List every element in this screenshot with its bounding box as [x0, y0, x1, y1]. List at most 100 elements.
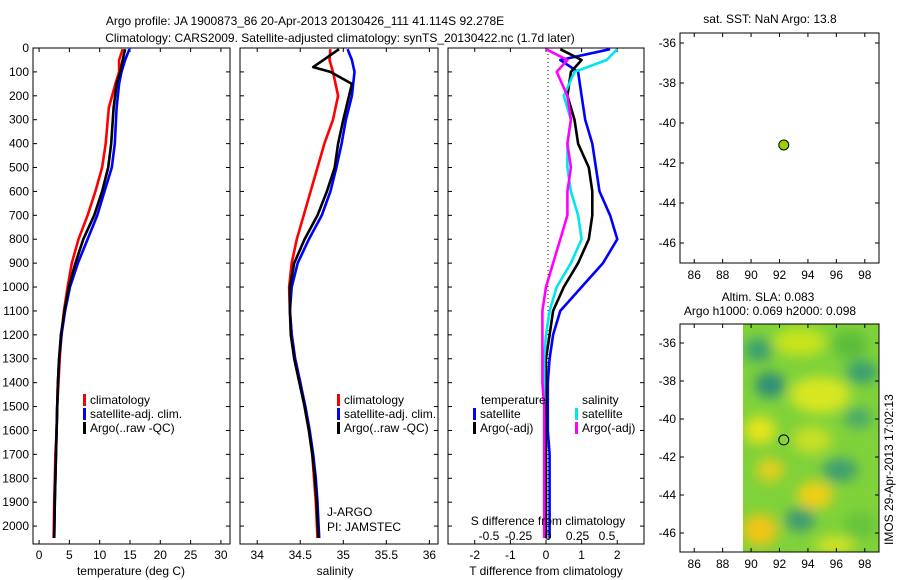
series-line-salinity-argo-adj-: [541, 48, 573, 538]
legend-header-temperature: temperature: [481, 393, 546, 407]
legend-label-temp-argo: Argo(-adj): [480, 421, 533, 435]
legend-swatch-climatology: [337, 394, 340, 406]
s-tick-label: 0.25: [566, 529, 590, 543]
temperature-x-ticks: 0 5 10 15 20 25 30: [36, 48, 228, 562]
y-tick-label: 1500: [2, 400, 29, 414]
y-tick-label: 1700: [2, 447, 29, 461]
sla-map-title-line1: Altim. SLA: 0.083: [722, 290, 815, 304]
difference-depth-ticks: [448, 47, 644, 527]
series-line-argo-raw-qc-: [288, 48, 354, 539]
x-tick-label: 2: [614, 548, 621, 562]
y-tick-label: 1800: [2, 471, 29, 485]
sst-map-panel: sat. SST: NaN Argo: 13.8 86 88 90 92 94 96 98 -…: [659, 12, 880, 282]
legend-swatch-temp-argo: [473, 422, 476, 434]
lon-tick-label: 98: [858, 557, 872, 571]
argo-position-marker: [778, 434, 790, 446]
lat-tick-label: -42: [659, 450, 677, 464]
difference-legend: temperature salinity satellite Argo(-adj…: [473, 393, 635, 435]
difference-x-ticks: -2 -1 0 1 2: [469, 48, 621, 562]
temperature-xlabel: temperature (deg C): [77, 564, 185, 578]
lon-tick-label: 94: [801, 557, 815, 571]
y-tick-label: 1900: [2, 495, 29, 509]
series-line-salinity-satellite: [542, 48, 619, 538]
sst-map-title: sat. SST: NaN Argo: 13.8: [703, 12, 837, 26]
legend-label-temp-satellite: satellite: [480, 407, 521, 421]
sla-map-title-line2: Argo h1000: 0.069 h2000: 0.098: [684, 304, 856, 318]
salinity-depth-ticks: [240, 47, 438, 527]
legend-label-sal-argo: Argo(-adj): [582, 421, 635, 435]
lat-tick-label: -42: [659, 156, 677, 170]
legend-swatch-argo: [337, 422, 340, 434]
salinity-legend: climatology satellite-adj. clim. Argo(..…: [337, 393, 436, 435]
series-line-temperature-satellite: [546, 47, 619, 538]
x-tick-label: 5: [66, 548, 73, 562]
x-tick-label: 1: [578, 548, 585, 562]
legend-label-climatology: climatology: [90, 393, 150, 407]
lat-tick-label: -46: [659, 526, 677, 540]
y-tick-label: 0: [22, 41, 29, 55]
difference-xlabel: T difference from climatology: [469, 564, 623, 578]
sla-map-panel: Altim. SLA: 0.083 Argo h1000: 0.069 h200…: [659, 290, 880, 571]
temperature-panel: 0100200300400500600700800900100011001200…: [2, 41, 231, 578]
s-tick-label: 0: [545, 529, 552, 543]
y-tick-label: 700: [9, 208, 29, 222]
lon-tick-label: 90: [744, 557, 758, 571]
lon-tick-label: 92: [773, 557, 787, 571]
y-tick-label: 800: [9, 232, 29, 246]
x-tick-label: 30: [214, 548, 228, 562]
lat-tick-label: -40: [659, 116, 677, 130]
lon-tick-label: 90: [744, 268, 758, 282]
lon-tick-label: 96: [830, 268, 844, 282]
lat-tick-label: -38: [659, 374, 677, 388]
lon-tick-label: 88: [716, 557, 730, 571]
y-tick-label: 200: [9, 89, 29, 103]
salinity-xlabel: salinity: [317, 564, 354, 578]
lon-tick-label: 94: [801, 268, 815, 282]
legend-swatch-temp-satellite: [473, 408, 476, 420]
legend-swatch-satellite: [83, 408, 86, 420]
series-line-temperature-argo-adj-: [544, 48, 594, 538]
y-tick-label: 400: [9, 137, 29, 151]
x-tick-label: -1: [505, 548, 516, 562]
pi-annotation: PI: JAMSTEC: [327, 520, 401, 534]
lat-tick-label: -40: [659, 412, 677, 426]
figure-title-line1: Argo profile: JA 1900873_86 20-Apr-2013 …: [106, 14, 504, 28]
y-tick-label: 1100: [3, 304, 29, 318]
difference-series: [541, 47, 619, 538]
temperature-series: [52, 48, 131, 539]
x-tick-label: 10: [93, 548, 107, 562]
s-tick-label: -0.25: [505, 529, 533, 543]
lon-tick-label: 86: [688, 268, 702, 282]
legend-swatch-argo: [83, 422, 86, 434]
legend-swatch-climatology: [83, 394, 86, 406]
legend-swatch-sal-argo: [575, 422, 578, 434]
legend-label-satellite: satellite-adj. clim.: [90, 407, 182, 421]
x-tick-label: 35: [337, 548, 351, 562]
y-tick-label: 300: [9, 113, 29, 127]
lat-tick-label: -44: [659, 488, 677, 502]
legend-swatch-satellite: [337, 408, 340, 420]
y-tick-label: 1200: [2, 328, 29, 342]
lon-tick-label: 88: [716, 268, 730, 282]
salinity-panel: 34 34.5 35 35.5 36 salinity climatology sate…: [239, 47, 439, 578]
lat-tick-label: -36: [659, 336, 677, 350]
y-tick-label: 1600: [2, 423, 29, 437]
s-difference-label: S difference from climatology: [471, 514, 626, 528]
lat-tick-label: -44: [659, 196, 677, 210]
x-tick-label: 0: [543, 548, 550, 562]
lon-tick-label: 86: [688, 557, 702, 571]
sla-map-points: [778, 434, 790, 446]
lat-tick-label: -46: [659, 236, 677, 250]
sst-map-ticks: 86 88 90 92 94 96 98 -36 -38 -40 -42 -44 -46: [659, 33, 879, 282]
x-tick-label: 0: [36, 548, 43, 562]
salinity-axes: [239, 47, 439, 545]
x-tick-label: 15: [123, 548, 137, 562]
x-tick-label: 35.5: [375, 548, 399, 562]
sla-heatmap: [743, 324, 879, 552]
y-tick-label: 1000: [2, 280, 29, 294]
y-tick-label: 500: [9, 161, 29, 175]
x-tick-label: 34: [251, 548, 265, 562]
temperature-axes: [32, 47, 231, 545]
sst-map-points: [778, 139, 790, 151]
difference-panel: -2 -1 0 1 2 T difference from climatology S …: [447, 47, 645, 578]
